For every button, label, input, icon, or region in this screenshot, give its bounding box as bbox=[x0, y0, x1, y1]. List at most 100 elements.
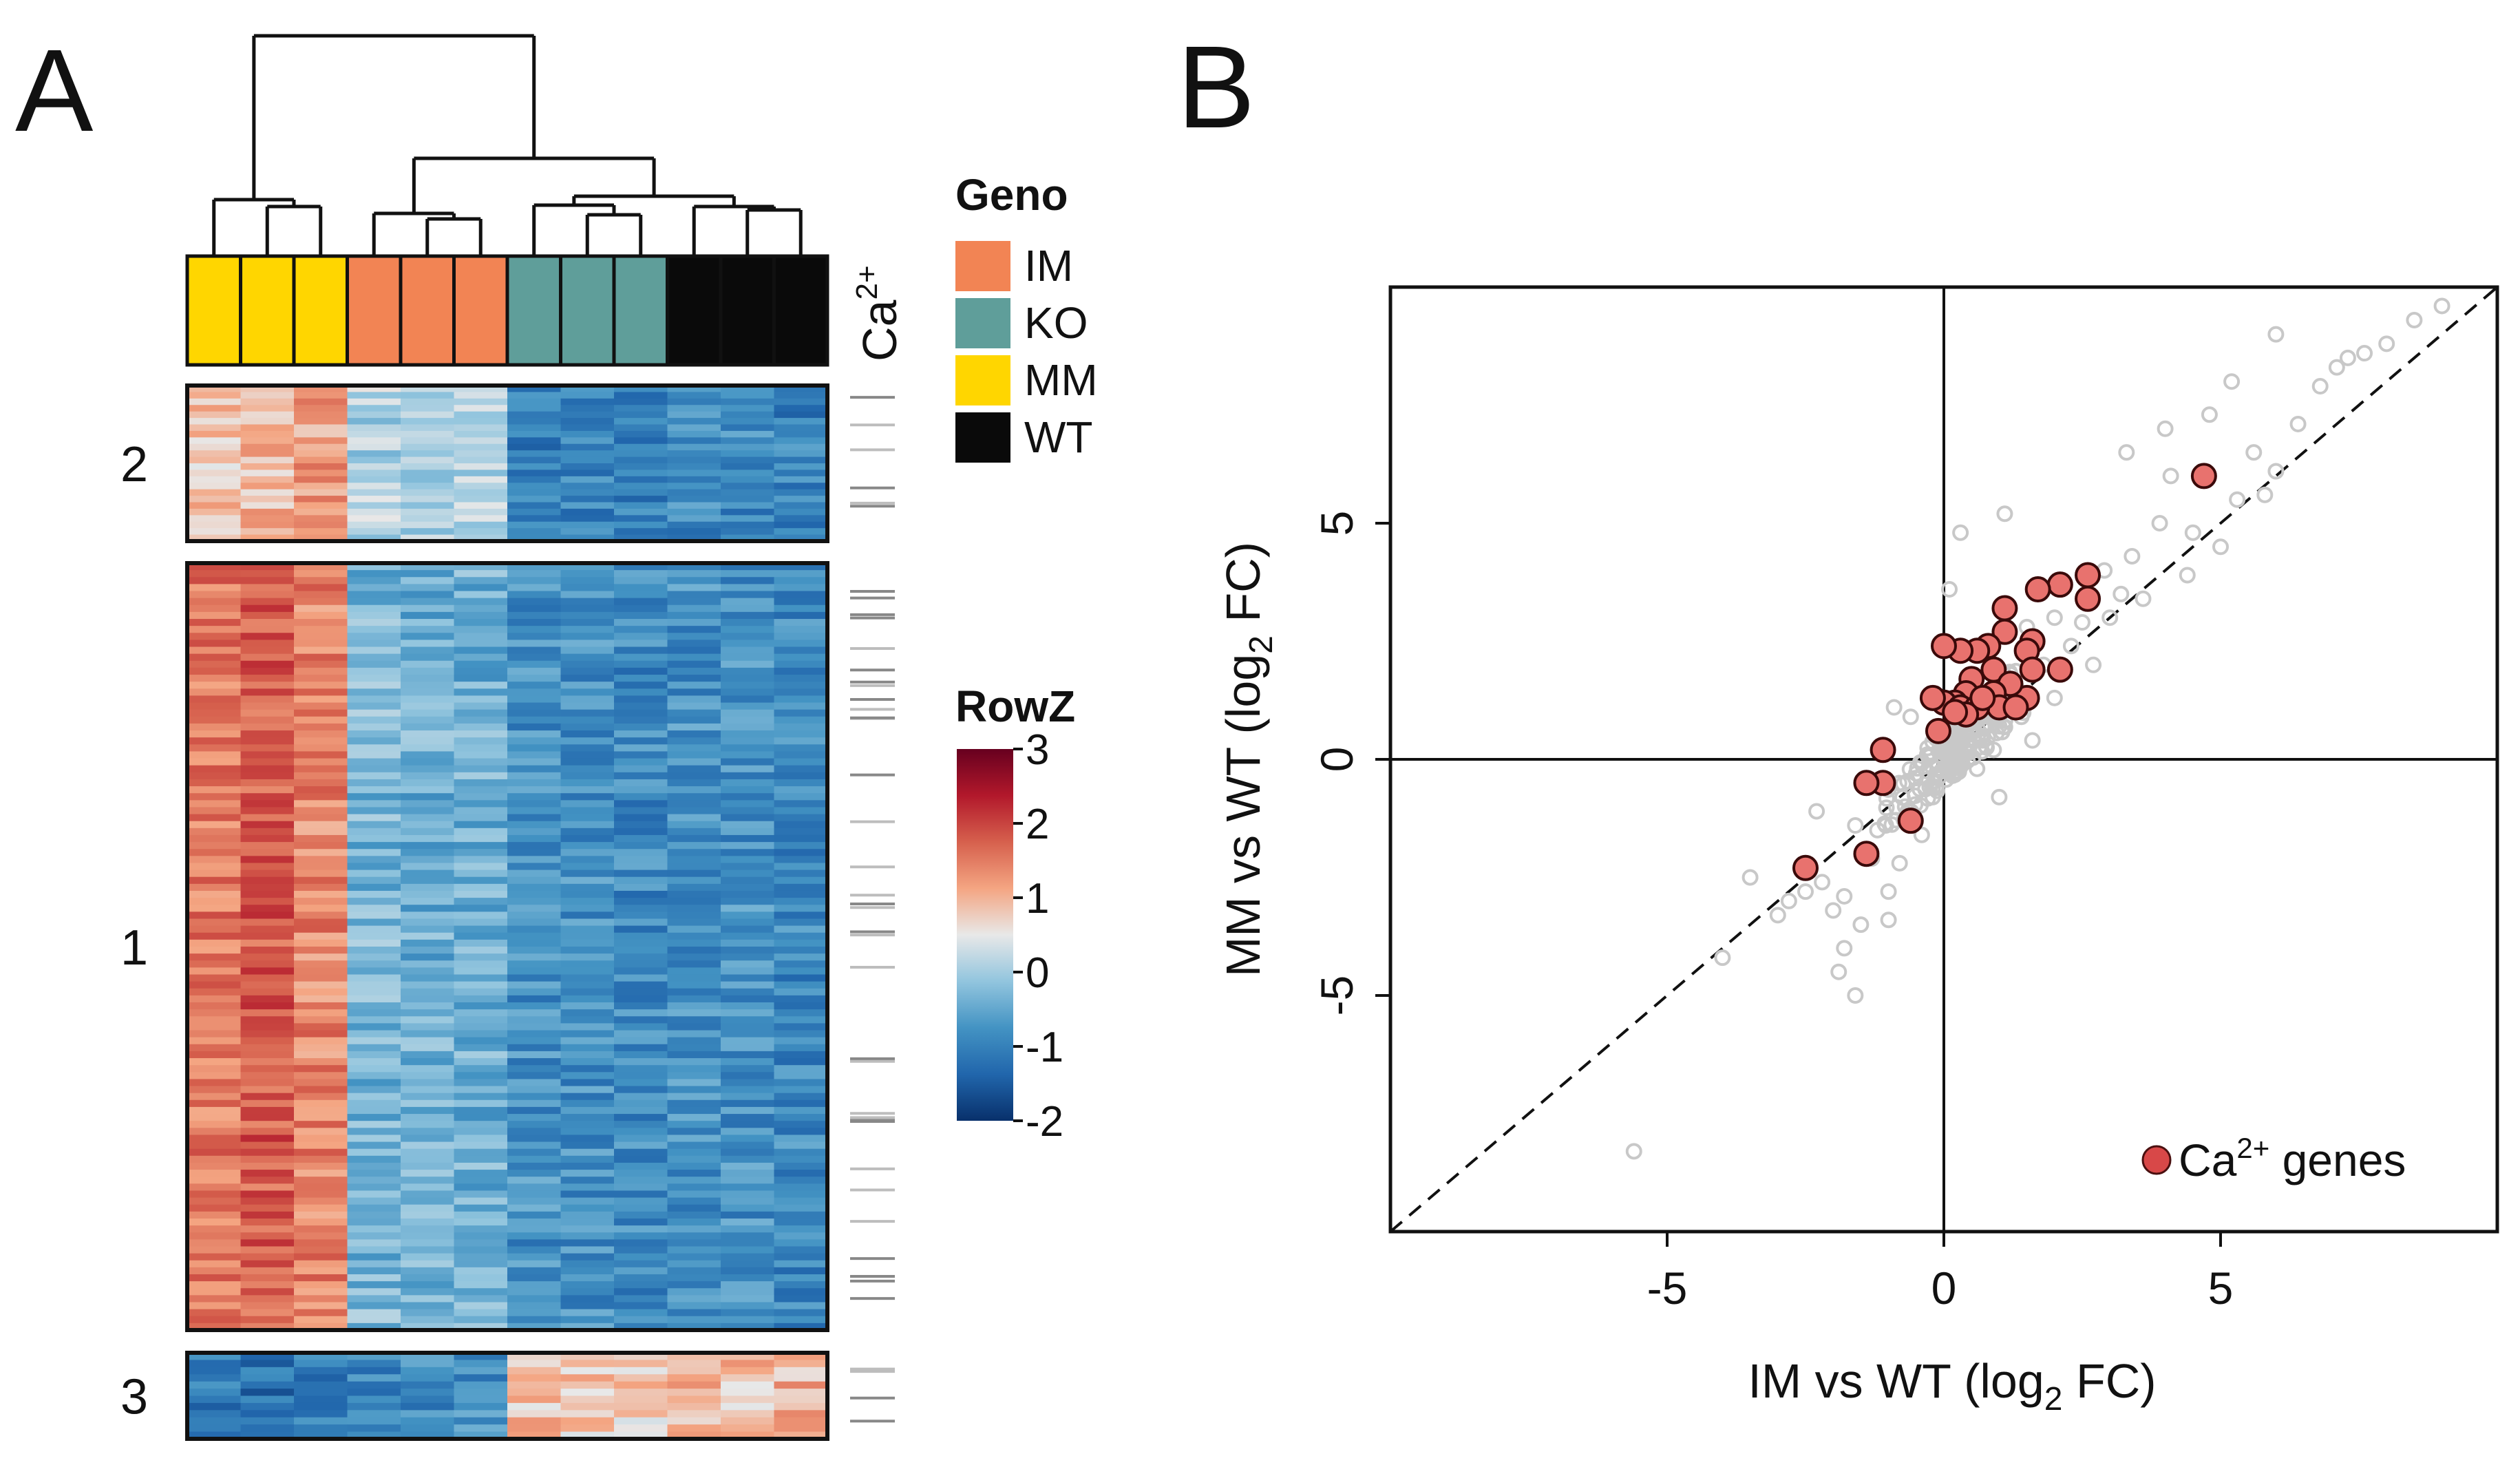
heatmap-cell bbox=[614, 876, 668, 885]
heatmap-cell bbox=[240, 842, 295, 850]
heatmap-cell bbox=[667, 1044, 721, 1052]
heatmap-cell bbox=[187, 483, 242, 490]
heatmap-cell bbox=[774, 695, 828, 704]
heatmap-cell bbox=[507, 1367, 562, 1375]
heatmap-cell bbox=[507, 1065, 562, 1073]
heatmap-cell bbox=[614, 1353, 668, 1361]
heatmap-cell bbox=[560, 443, 615, 451]
heatmap-cell bbox=[401, 660, 455, 668]
heatmap-cell bbox=[187, 660, 242, 668]
heatmap-cell bbox=[721, 751, 775, 759]
heatmap-cell bbox=[774, 626, 828, 633]
heatmap-cell bbox=[667, 995, 721, 1003]
heatmap-cell bbox=[454, 534, 508, 542]
heatmap-cell bbox=[294, 1389, 348, 1397]
heatmap-cell bbox=[774, 800, 828, 808]
heatmap-cell bbox=[454, 1417, 508, 1425]
heatmap-cell bbox=[347, 981, 401, 989]
heatmap-cell bbox=[614, 515, 668, 523]
cluster-2-frame bbox=[185, 383, 829, 543]
heatmap-cell bbox=[667, 1058, 721, 1066]
heatmap-cell bbox=[187, 424, 242, 432]
heatmap-cell bbox=[721, 905, 775, 912]
heatmap-cell bbox=[401, 925, 455, 934]
heatmap-cell bbox=[507, 1079, 562, 1087]
heatmap-cell bbox=[721, 1239, 775, 1247]
heatmap-cell bbox=[187, 1246, 242, 1254]
heatmap-cell bbox=[401, 898, 455, 905]
heatmap-cell bbox=[667, 876, 721, 885]
background-gene-point bbox=[2356, 345, 2373, 362]
heatmap-cell bbox=[667, 1353, 721, 1361]
heatmap-cell bbox=[454, 758, 508, 766]
heatmap-cell bbox=[347, 598, 401, 606]
heatmap-cell bbox=[774, 463, 828, 471]
heatmap-cell bbox=[347, 496, 401, 503]
background-gene-point bbox=[1625, 1143, 1642, 1160]
heatmap-cell bbox=[507, 695, 562, 704]
heatmap-cell bbox=[454, 1316, 508, 1324]
legend-marker bbox=[2141, 1145, 2172, 1175]
heatmap-cell bbox=[454, 1232, 508, 1240]
heatmap-cell bbox=[614, 1246, 668, 1254]
heatmap-cell bbox=[294, 1009, 348, 1017]
heatmap-cell bbox=[240, 1367, 295, 1375]
cluster-3-frame bbox=[185, 1351, 829, 1441]
heatmap-cell bbox=[560, 905, 615, 912]
heatmap-cell bbox=[774, 1023, 828, 1031]
heatmap-cell bbox=[507, 814, 562, 822]
heatmap-cell bbox=[294, 688, 348, 697]
heatmap-cell bbox=[347, 463, 401, 471]
heatmap-cell bbox=[294, 1058, 348, 1066]
heatmap-cell bbox=[454, 849, 508, 856]
heatmap-cell bbox=[614, 1309, 668, 1317]
heatmap-cell bbox=[294, 758, 348, 766]
heatmap-cell bbox=[347, 890, 401, 898]
heatmap-cell bbox=[294, 1162, 348, 1170]
background-gene-point bbox=[1880, 911, 1897, 929]
sample-KO-8 bbox=[559, 254, 616, 367]
background-gene-point bbox=[2267, 463, 2285, 480]
heatmap-cell bbox=[187, 807, 242, 815]
heatmap-cell bbox=[401, 1402, 455, 1411]
heatmap-cell bbox=[401, 604, 455, 613]
heatmap-cell bbox=[294, 611, 348, 620]
heatmap-cell bbox=[401, 437, 455, 445]
heatmap-cell bbox=[507, 463, 562, 471]
heatmap-cell bbox=[507, 437, 562, 445]
heatmap-cell bbox=[721, 1072, 775, 1080]
heatmap-cell bbox=[401, 598, 455, 606]
heatmap-cell bbox=[347, 508, 401, 516]
heatmap-cell bbox=[614, 807, 668, 815]
heatmap-cell bbox=[187, 1267, 242, 1275]
heatmap-cell bbox=[401, 1246, 455, 1254]
ca-gene-point bbox=[1925, 717, 1951, 744]
heatmap-cell bbox=[507, 876, 562, 885]
heatmap-cell bbox=[187, 1141, 242, 1150]
heatmap-cell bbox=[721, 660, 775, 668]
heatmap-cell bbox=[774, 1183, 828, 1192]
heatmap-cell bbox=[240, 758, 295, 766]
heatmap-cell bbox=[560, 814, 615, 822]
heatmap-cell bbox=[347, 988, 401, 996]
heatmap-cell bbox=[614, 856, 668, 864]
heatmap-cell bbox=[507, 1086, 562, 1094]
heatmap-cell bbox=[667, 1023, 721, 1031]
heatmap-cell bbox=[614, 883, 668, 892]
background-gene-point bbox=[2201, 406, 2218, 423]
heatmap-cell bbox=[507, 981, 562, 989]
heatmap-cell bbox=[560, 577, 615, 584]
heatmap-cell bbox=[240, 856, 295, 864]
heatmap-cell bbox=[187, 1002, 242, 1010]
heatmap-cell bbox=[187, 981, 242, 989]
heatmap-cell bbox=[187, 1260, 242, 1268]
heatmap-cell bbox=[507, 1395, 562, 1404]
heatmap-cell bbox=[721, 974, 775, 982]
heatmap-cell bbox=[560, 772, 615, 780]
heatmap-cell bbox=[614, 450, 668, 458]
heatmap-cell bbox=[401, 814, 455, 822]
heatmap-cell bbox=[347, 1190, 401, 1199]
heatmap-cell bbox=[347, 702, 401, 710]
heatmap-cell bbox=[507, 856, 562, 864]
heatmap-cell bbox=[614, 508, 668, 516]
